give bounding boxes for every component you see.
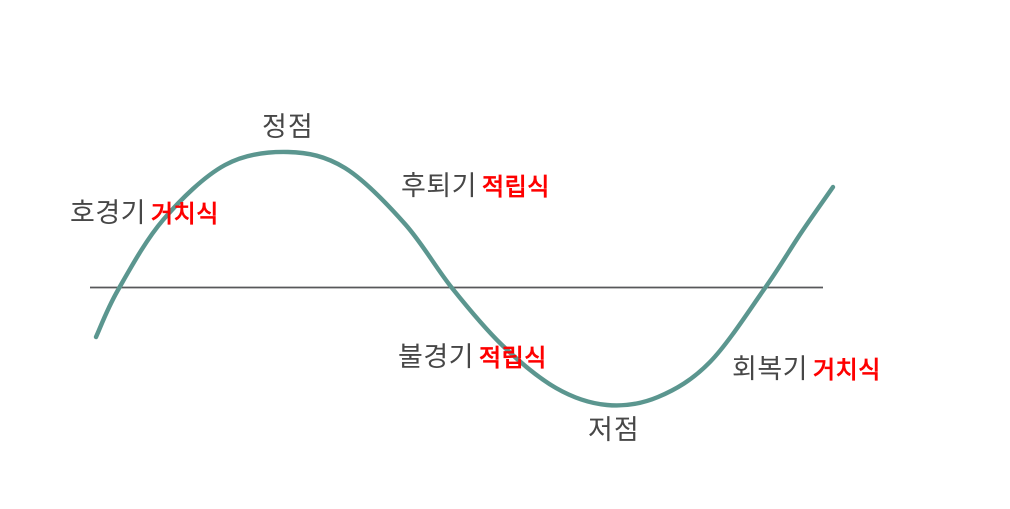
annotation-installment-recession: 적립식 xyxy=(482,174,550,201)
label-boom-phase: 호경기 거치식 xyxy=(70,200,219,227)
label-depression-phase: 불경기 적립식 xyxy=(398,344,547,371)
peak-label: 정점 xyxy=(262,114,314,141)
boom-phase-name: 호경기 xyxy=(70,198,147,228)
trough-label: 저점 xyxy=(588,417,640,444)
trough-label-text: 저점 xyxy=(588,415,640,445)
depression-phase-name: 불경기 xyxy=(398,342,475,372)
recovery-phase-name: 회복기 xyxy=(732,354,809,384)
label-recession-phase: 후퇴기 적립식 xyxy=(401,173,550,200)
annotation-lump-sum-recovery: 거치식 xyxy=(813,357,881,384)
recession-phase-name: 후퇴기 xyxy=(401,171,478,201)
annotation-installment-depression: 적립식 xyxy=(479,345,547,372)
peak-label-text: 정점 xyxy=(262,112,314,142)
annotation-lump-sum-boom: 거치식 xyxy=(151,201,219,228)
label-recovery-phase: 회복기 거치식 xyxy=(732,356,881,383)
business-cycle-curve xyxy=(93,149,836,408)
